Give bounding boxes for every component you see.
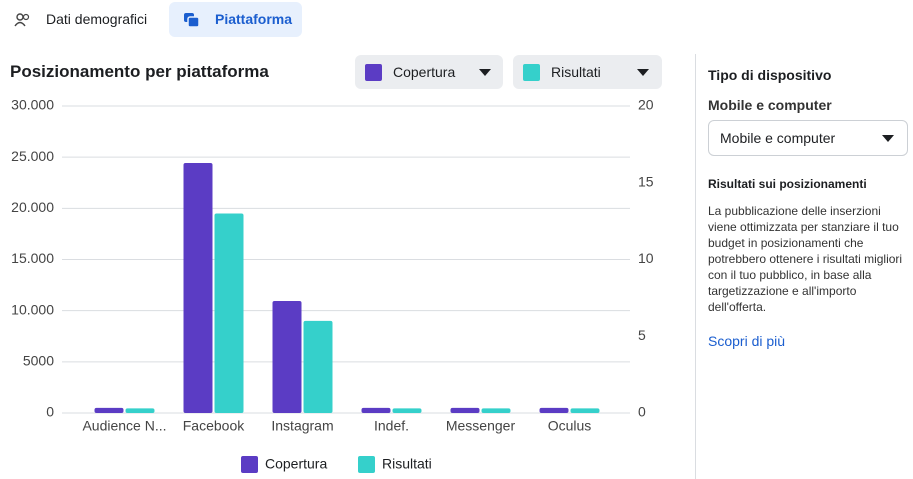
y-tick-label: 0 [46,404,54,420]
legend-swatch [358,456,375,473]
bar [539,407,569,413]
x-tick-label: Facebook [183,418,245,434]
select-label: Mobile e computer [708,97,832,113]
metric-dropdown[interactable]: Copertura [355,55,503,89]
info-title: Risultati sui posizionamenti [708,177,867,191]
legend-label: Copertura [265,456,327,472]
x-tick-label: Messenger [446,418,516,434]
dropdown-label: Copertura [393,64,456,80]
y2-tick-label: 15 [638,173,654,189]
info-text: La pubblicazione delle inserzioni viene … [708,204,903,314]
bar [481,408,511,413]
people-icon [14,13,30,27]
y2-tick-label: 0 [638,404,646,420]
bar [450,407,480,413]
bar [94,407,124,413]
metric-dropdown[interactable]: Risultati [513,55,662,89]
bar [183,162,213,413]
bar [125,408,155,413]
bar [272,300,302,413]
dropdown-label: Risultati [551,64,601,80]
x-tick-label: Instagram [271,418,333,434]
divider [695,54,696,479]
legend-label: Risultati [382,456,432,472]
chart: 0 5000 10.000 15.000 20.000 25.000 30.000 0 5 10 1… [11,97,654,473]
bar [570,408,600,413]
y2-tick-label: 5 [638,327,646,343]
sidebar-heading: Tipo di dispositivo [708,67,832,83]
bar [392,408,422,413]
bar [361,407,391,413]
y-tick-label: 5000 [23,353,54,369]
y-tick-label: 15.000 [11,250,54,266]
swatch [365,64,382,81]
select-value: Mobile e computer [720,130,836,146]
learn-more-link[interactable]: Scopri di più [708,333,786,349]
y-tick-label: 30.000 [11,97,54,113]
caret [882,135,894,142]
platform-icon [184,13,200,28]
x-tick-label: Indef. [374,418,409,434]
bar [303,320,333,413]
y-tick-label: 25.000 [11,148,54,164]
device-select[interactable]: Mobile e computer [708,120,908,156]
tab-active[interactable]: Piattaforma [169,2,302,37]
chart-title: Posizionamento per piattaforma [10,62,269,81]
caret [637,69,649,76]
legend-swatch [241,456,258,473]
swatch [523,64,540,81]
caret [479,69,491,76]
y-tick-label: 20.000 [11,199,54,215]
tab-label: Piattaforma [215,11,293,27]
y2-tick-label: 10 [638,250,654,266]
x-tick-label: Audience N... [82,418,166,434]
y2-tick-label: 20 [638,97,654,113]
tab[interactable]: Dati demografici [46,11,148,27]
y-tick-label: 10.000 [11,301,54,317]
x-tick-label: Oculus [548,418,592,434]
bar [214,213,244,413]
